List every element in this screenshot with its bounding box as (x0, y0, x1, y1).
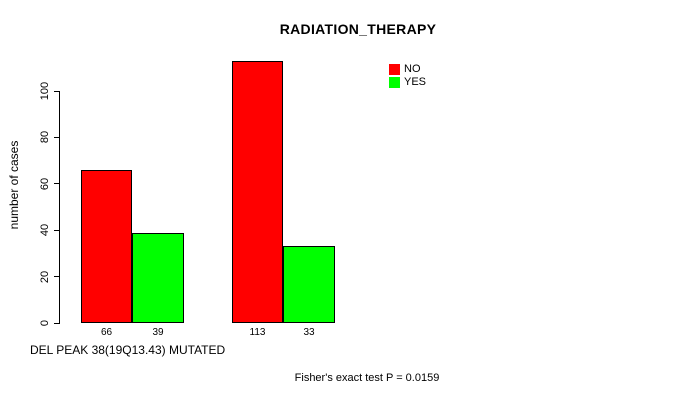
y-tick-mark (54, 90, 59, 92)
bar-value-label: 33 (303, 327, 315, 338)
bar-no-group2 (232, 61, 283, 323)
y-tick-mark (54, 183, 59, 185)
y-tick-label: 60 (39, 177, 51, 190)
y-tick-mark (54, 276, 59, 278)
x-axis-label: DEL PEAK 38(19Q13.43) MUTATED (30, 343, 226, 357)
legend-swatch-green (389, 77, 400, 88)
y-tick-label: 20 (39, 270, 51, 283)
y-axis-label: number of cases (7, 140, 21, 230)
y-axis-line (59, 91, 60, 324)
legend-item-yes: YES (389, 76, 426, 89)
bar-yes-group1 (132, 233, 184, 323)
y-tick-mark (54, 322, 59, 324)
y-tick-label: 0 (39, 319, 51, 327)
bar-no-group1 (81, 170, 132, 323)
y-tick-label: 100 (39, 81, 51, 101)
y-tick-mark (54, 136, 59, 138)
y-tick-label: 40 (39, 224, 51, 237)
bar-value-label: 39 (152, 327, 164, 338)
legend-label: NO (404, 63, 421, 75)
legend-label: YES (404, 76, 427, 88)
bar-value-label: 66 (100, 327, 113, 338)
chart-title: RADIATION_THERAPY (279, 21, 437, 37)
bar-yes-group2 (283, 246, 335, 323)
legend-swatch-red (389, 64, 400, 75)
y-tick-label: 80 (39, 131, 51, 144)
legend-item-no: NO (389, 63, 426, 76)
bar-value-label: 113 (249, 327, 266, 338)
statistical-test-annotation: Fisher's exact test P = 0.0159 (294, 372, 440, 384)
y-tick-mark (54, 229, 59, 231)
legend: NO YES (389, 63, 426, 89)
